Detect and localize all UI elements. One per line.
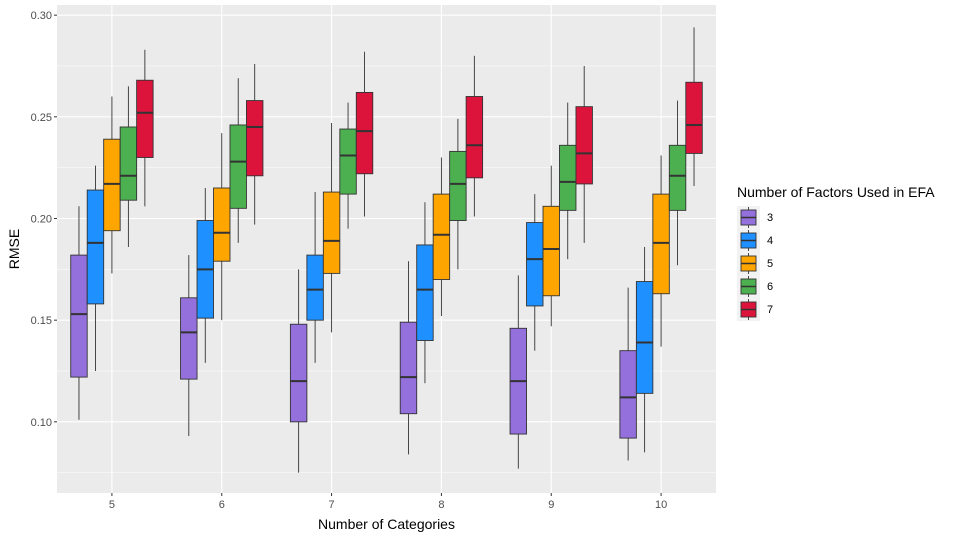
box-5-cat-7	[322, 122, 341, 333]
box-iqr	[416, 244, 434, 341]
y-tick-label: 0.10	[31, 417, 52, 429]
box-iqr	[180, 297, 198, 380]
box-iqr	[339, 128, 357, 195]
box-iqr	[136, 79, 154, 158]
box-5-cat-9	[542, 165, 560, 327]
box-iqr	[355, 91, 374, 175]
legend-label: 3	[767, 212, 773, 224]
box-6-cat-10	[668, 100, 687, 266]
box-iqr	[246, 100, 264, 177]
y-tick-label: 0.20	[31, 214, 52, 226]
box-4-cat-5	[86, 165, 105, 371]
box-6-cat-7	[339, 102, 357, 229]
x-tick-label: 8	[438, 499, 444, 511]
box-iqr	[119, 126, 138, 201]
box-4-cat-9	[526, 194, 544, 351]
box-3-cat-8	[399, 261, 418, 455]
legend-item-4: 4	[737, 229, 773, 252]
box-iqr	[652, 193, 670, 295]
box-6-cat-8	[449, 118, 467, 270]
box-3-cat-5	[70, 206, 88, 420]
x-axis-title: Number of Categories	[318, 516, 455, 532]
box-iqr	[449, 150, 467, 221]
panel-background	[57, 5, 716, 493]
box-4-cat-7	[306, 192, 324, 363]
box-iqr	[635, 281, 654, 394]
legend-item-6: 6	[737, 275, 773, 298]
box-7-cat-10	[685, 27, 703, 186]
box-iqr	[559, 144, 577, 211]
box-4-cat-6	[196, 188, 214, 363]
legend-title: Number of Factors Used in EFA	[737, 184, 935, 200]
box-3-cat-9	[509, 275, 527, 469]
box-iqr	[432, 193, 451, 280]
box-iqr	[526, 222, 544, 307]
box-iqr	[289, 323, 308, 423]
box-iqr	[575, 106, 593, 185]
box-iqr	[229, 124, 247, 209]
x-tick-label: 10	[655, 499, 667, 511]
box-3-cat-10	[619, 287, 637, 461]
box-7-cat-9	[575, 66, 593, 243]
box-iqr	[306, 254, 324, 321]
x-axis: 5 6 7 8 9 10	[109, 493, 667, 511]
box-iqr	[399, 321, 418, 415]
box-series	[70, 27, 703, 473]
box-iqr	[668, 144, 687, 211]
legend: Number of Factors Used in EFA 3 4 5 6 7	[737, 184, 935, 321]
box-7-cat-5	[136, 49, 154, 207]
y-axis: 0.10 0.15 0.20 0.25 0.30	[31, 10, 57, 429]
y-tick-label: 0.30	[31, 10, 52, 22]
box-7-cat-6	[246, 63, 264, 225]
box-iqr	[619, 350, 637, 439]
y-axis-title: RMSE	[6, 229, 22, 269]
box-iqr	[465, 96, 484, 179]
x-tick-label: 9	[548, 499, 554, 511]
box-iqr	[542, 205, 560, 297]
legend-label: 5	[767, 258, 773, 270]
box-6-cat-5	[119, 86, 138, 247]
x-tick-label: 5	[109, 499, 115, 511]
box-5-cat-8	[432, 157, 451, 317]
box-4-cat-10	[635, 246, 654, 453]
legend-label: 7	[767, 304, 773, 316]
legend-item-7: 7	[737, 298, 773, 321]
box-5-cat-10	[652, 155, 670, 347]
box-iqr	[322, 191, 341, 274]
box-iqr	[213, 187, 231, 262]
box-6-cat-6	[229, 78, 247, 243]
legend-item-5: 5	[737, 252, 773, 275]
box-4-cat-8	[416, 202, 434, 384]
y-tick-label: 0.15	[31, 315, 52, 327]
box-7-cat-8	[465, 55, 484, 217]
box-6-cat-9	[559, 102, 577, 260]
legend-label: 4	[767, 235, 773, 247]
legend-item-3: 3	[737, 206, 773, 229]
box-iqr	[103, 138, 121, 232]
box-3-cat-6	[180, 255, 198, 437]
box-7-cat-7	[355, 51, 374, 217]
x-tick-label: 7	[329, 499, 335, 511]
legend-label: 6	[767, 281, 773, 293]
box-iqr	[685, 81, 703, 154]
x-tick-label: 6	[219, 499, 225, 511]
box-iqr	[70, 254, 88, 378]
box-5-cat-6	[213, 133, 231, 321]
box-3-cat-7	[289, 269, 308, 473]
y-tick-label: 0.25	[31, 112, 52, 124]
box-iqr	[86, 189, 105, 305]
